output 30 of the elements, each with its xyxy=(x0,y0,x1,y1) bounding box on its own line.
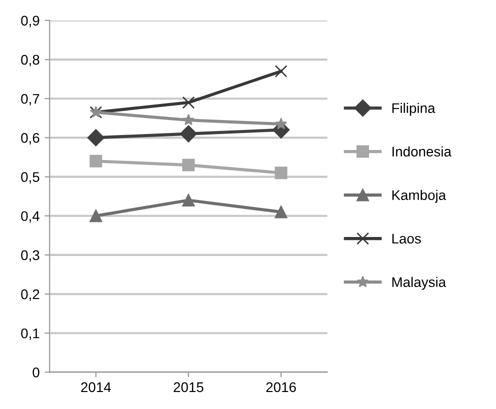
point xyxy=(274,65,288,78)
point xyxy=(182,96,195,109)
point xyxy=(90,154,102,168)
point xyxy=(274,206,288,218)
point xyxy=(87,129,104,146)
point xyxy=(274,166,288,180)
y-tick-label: 0 xyxy=(32,368,40,378)
y-tick-label: 0,2 xyxy=(21,289,40,301)
x-tick-label: 2016 xyxy=(266,382,296,392)
legend-label: Kamboja xyxy=(392,190,446,203)
legend-label: Laos xyxy=(392,234,421,244)
y-tick-label: 0,1 xyxy=(21,328,40,340)
point xyxy=(182,114,194,126)
point xyxy=(180,125,198,142)
y-tick-label: 0,5 xyxy=(21,172,40,184)
y-tick-label: 0,3 xyxy=(21,250,40,262)
x-tick-label: 2014 xyxy=(81,382,111,392)
y-tick-label: 0,4 xyxy=(21,211,40,223)
legend-label: Filipina xyxy=(392,102,436,116)
y-tick-label: 0,9 xyxy=(21,16,40,28)
point xyxy=(182,194,195,206)
x-tick-label: 2015 xyxy=(174,382,204,392)
legend-label: Malaysia xyxy=(392,276,446,290)
point xyxy=(182,158,195,172)
y-tick-label: 0,7 xyxy=(21,94,40,106)
point xyxy=(275,118,288,130)
y-tick-label: 0,8 xyxy=(21,54,40,66)
point xyxy=(90,210,102,222)
y-tick-label: 0,6 xyxy=(21,133,40,145)
legend-label: Indonesia xyxy=(392,146,452,157)
